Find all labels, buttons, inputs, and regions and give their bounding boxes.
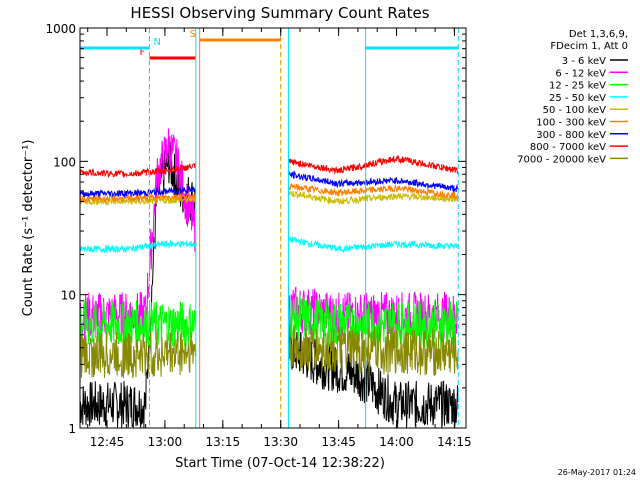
x-tick-label-1: 12:45: [90, 435, 125, 449]
legend-entry-9: 7000 - 20000 keV: [517, 154, 606, 165]
x-tick-label-3: 13:15: [206, 435, 241, 449]
series-line-8: [79, 155, 459, 179]
flag-label-n: N: [153, 37, 160, 48]
legend-entry-8: 800 - 7000 keV: [530, 142, 606, 153]
series-line-1: [79, 141, 459, 429]
x-tick-label-2: 13:00: [148, 435, 183, 449]
x-axis-label: Start Time (07-Oct-14 12:38:22): [175, 456, 385, 471]
x-tick-label-6: 14:00: [379, 435, 414, 449]
legend-header-2: FDecim 1, Att 0: [550, 41, 628, 52]
x-tick-label-7: 14:15: [437, 435, 472, 449]
series-line-4: [79, 236, 459, 254]
legend-entry-5: 50 - 100 keV: [543, 105, 607, 116]
legend-entry-1: 3 - 6 keV: [562, 56, 606, 67]
flags-layer: FN S: [80, 29, 459, 60]
plot-frame: [79, 27, 467, 429]
series-line-7: [79, 170, 459, 198]
chart-title: HESSI Observing Summary Count Rates: [130, 4, 429, 22]
x-tick-label-5: 13:45: [321, 435, 356, 449]
legend-header-1: Det 1,3,6,9,: [569, 29, 628, 40]
series-line-9: [79, 323, 459, 379]
y-tick-label-3: 100: [53, 155, 76, 169]
plot-area: FN S: [79, 28, 459, 429]
flag-label-f: F: [139, 47, 145, 58]
axis-ticks: 12:45 13:00 13:15 13:30 13:45 14:00 14:15 1 10 10…: [45, 22, 471, 449]
y-axis-label: Count Rate (s⁻¹ detector⁻¹): [21, 140, 36, 317]
series-line-6: [79, 183, 459, 204]
y-tick-label-2: 10: [61, 289, 76, 303]
flag-label-s: S: [190, 29, 196, 40]
series-layer: [79, 128, 459, 429]
footer-timestamp: 26-May-2017 01:24: [558, 468, 636, 477]
legend-entry-6: 100 - 300 keV: [536, 118, 606, 129]
legend-entry-4: 25 - 50 keV: [549, 93, 606, 104]
y-tick-label-1: 1: [68, 422, 76, 436]
legend-entry-3: 12 - 25 keV: [549, 81, 606, 92]
legend-entry-2: 6 - 12 keV: [555, 68, 606, 79]
x-tick-label-4: 13:30: [263, 435, 298, 449]
legend-entry-7: 300 - 800 keV: [536, 130, 606, 141]
y-tick-label-4: 1000: [45, 22, 76, 36]
